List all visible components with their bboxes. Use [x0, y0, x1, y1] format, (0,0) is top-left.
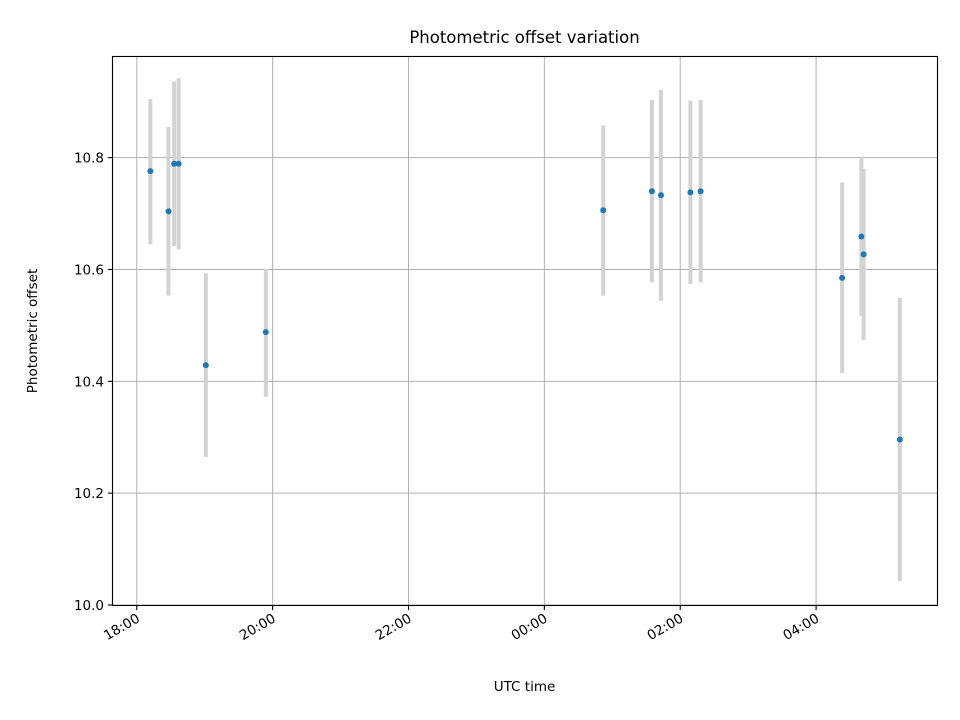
errorbar-layer	[148, 78, 902, 581]
x-tick-label: 22:00	[373, 611, 415, 644]
data-point	[262, 329, 269, 336]
plot-frame	[111, 55, 939, 607]
data-point	[600, 207, 607, 214]
x-tick-label: 04:00	[780, 611, 822, 644]
data-point	[147, 168, 154, 175]
y-tick-label: 10.6	[74, 262, 104, 278]
data-point	[697, 188, 704, 195]
data-point	[860, 251, 867, 258]
data-point	[165, 208, 172, 215]
x-tick-label: 18:00	[101, 611, 143, 644]
x-tick-label: 00:00	[509, 611, 551, 644]
x-tick-label: 02:00	[645, 611, 687, 644]
y-tick-label: 10.2	[74, 486, 104, 502]
y-tick-label: 10.4	[74, 374, 104, 390]
data-point	[171, 160, 178, 167]
point-layer	[147, 160, 903, 443]
data-point	[175, 160, 182, 167]
y-tick-label: 10.8	[74, 151, 104, 167]
tick-layer: 18:00 20:00 22:00 00:00 02:00 04:00 10.0 10.2 10…	[74, 151, 822, 644]
chart-title: Photometric offset variation	[409, 28, 639, 47]
data-point	[839, 274, 846, 281]
data-point	[202, 362, 209, 369]
data-point	[858, 233, 865, 240]
data-point	[896, 436, 903, 443]
grid-layer	[113, 57, 937, 606]
x-tick-label: 20:00	[237, 611, 279, 644]
data-point	[687, 189, 694, 196]
data-point	[657, 192, 664, 199]
x-axis-label: UTC time	[494, 679, 556, 695]
y-tick-label: 10.0	[74, 598, 104, 614]
y-axis-label: Photometric offset	[25, 269, 41, 393]
data-point	[648, 188, 655, 195]
